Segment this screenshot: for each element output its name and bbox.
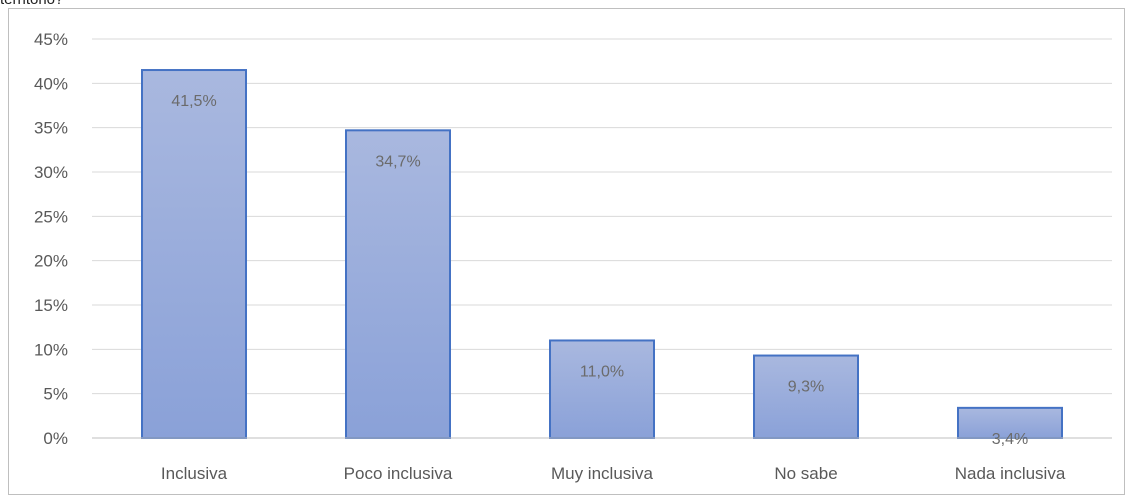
- y-tick-label: 20%: [34, 252, 68, 271]
- data-label: 41,5%: [171, 93, 216, 110]
- category-label: No sabe: [774, 464, 837, 483]
- y-tick-label: 30%: [34, 163, 68, 182]
- y-tick-label: 5%: [43, 385, 68, 404]
- chart-frame: [8, 8, 1125, 495]
- bar-poco-inclusiva: [345, 129, 451, 439]
- category-label: Nada inclusiva: [955, 464, 1066, 483]
- y-tick-label: 40%: [34, 74, 68, 93]
- bar-inclusiva: [141, 69, 247, 440]
- bars: [141, 69, 1063, 440]
- y-axis-tick-labels: 0% 5% 10% 15% 20% 25% 30% 35% 40% 45%: [34, 30, 68, 448]
- y-tick-label: 35%: [34, 119, 68, 138]
- bar-nada-inclusiva: [957, 406, 1063, 439]
- category-label: Muy inclusiva: [551, 464, 654, 483]
- y-tick-label: 15%: [34, 296, 68, 315]
- data-label: 11,0%: [580, 363, 624, 380]
- x-axis-category-labels: Inclusiva Poco inclusiva Muy inclusiva No s…: [161, 464, 1066, 483]
- data-label: 3,4%: [992, 431, 1028, 448]
- data-label: 9,3%: [788, 379, 824, 396]
- y-tick-label: 0%: [43, 429, 68, 448]
- bar-muy-inclusiva: [549, 339, 655, 440]
- category-label: Inclusiva: [161, 464, 228, 483]
- y-tick-label: 45%: [34, 30, 68, 49]
- question-text-fragment: territorio?: [0, 0, 63, 8]
- category-label: Poco inclusiva: [344, 464, 453, 483]
- bar-no-sabe: [753, 354, 859, 440]
- data-labels: 41,5% 34,7% 11,0% 9,3% 3,4%: [171, 93, 1028, 448]
- data-label: 34,7%: [375, 153, 420, 170]
- y-tick-label: 10%: [34, 340, 68, 359]
- y-tick-label: 25%: [34, 207, 68, 226]
